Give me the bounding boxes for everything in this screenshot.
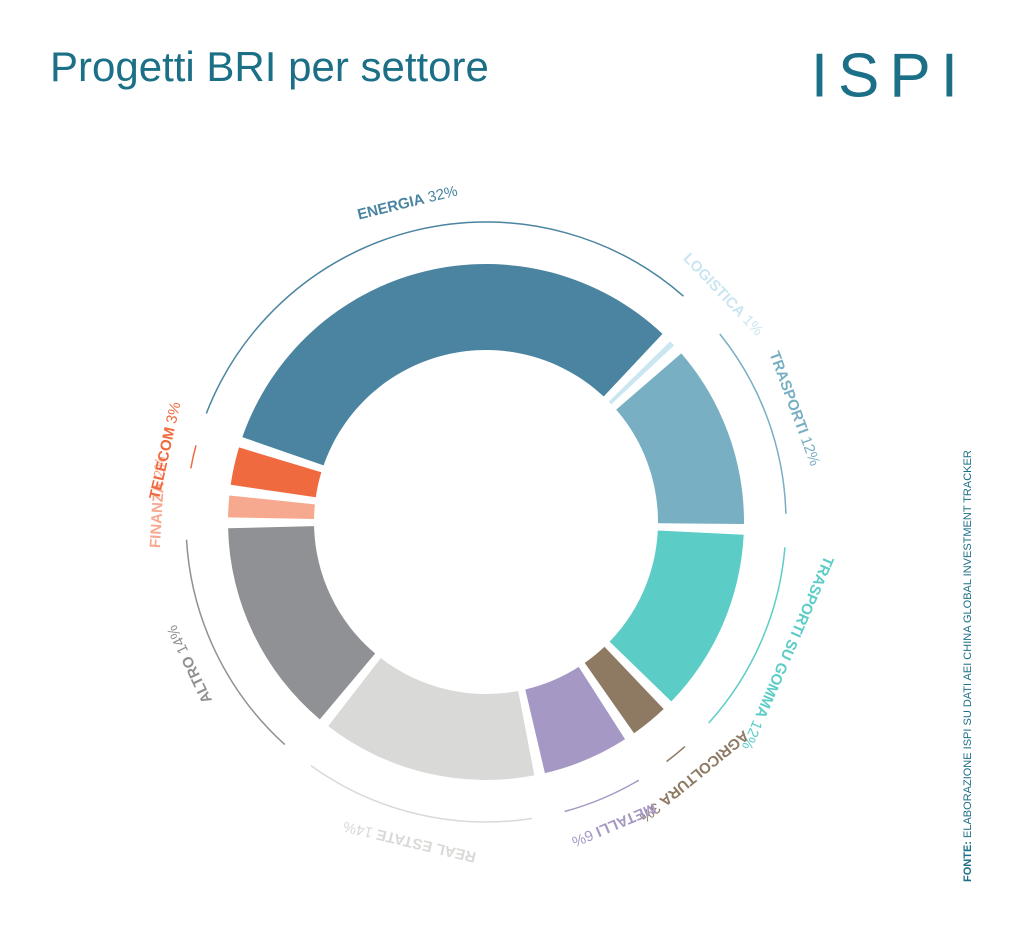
- value-label: 12%: [797, 434, 823, 468]
- slice: [230, 447, 322, 498]
- category-name: LOGISTICA: [680, 250, 749, 321]
- category-name: FINANZA: [147, 482, 168, 549]
- source: FONTE: ELABORAZIONE ISPI SU DATI AEI CHI…: [962, 450, 974, 882]
- category-name: TRASPORTI: [766, 349, 812, 436]
- label-bracket: [719, 333, 787, 514]
- slice-label: FINANZA 2%: [147, 456, 169, 549]
- category-name: ALTRO: [178, 653, 215, 706]
- logo: ISPI: [811, 41, 968, 110]
- category-name: ENERGIA: [356, 191, 427, 224]
- label-bracket: [185, 539, 286, 746]
- value-label: 32%: [426, 182, 459, 206]
- slice-label: ENERGIA 32%: [356, 182, 460, 223]
- value-label: 14%: [164, 622, 192, 656]
- slice-label: TRASPORTI 12%: [766, 349, 824, 468]
- slice: [616, 353, 744, 524]
- slice-label: TELECOM 3%: [146, 400, 184, 501]
- label-bracket: [564, 779, 640, 813]
- label-bracket: [666, 746, 686, 763]
- label-bracket: [310, 764, 533, 823]
- slice: [328, 658, 535, 780]
- slice-label: LOGISTICA 1%: [680, 250, 767, 339]
- slice-label: REAL ESTATE 14%: [342, 817, 478, 865]
- slice: [228, 495, 315, 519]
- value-label: 14%: [342, 817, 375, 841]
- label-bracket: [205, 221, 684, 414]
- value-label: 3%: [163, 400, 184, 425]
- category-name: REAL ESTATE: [375, 825, 478, 865]
- slice: [242, 263, 663, 466]
- label-bracket: [708, 547, 786, 724]
- slice: [525, 666, 626, 774]
- slice: [228, 526, 376, 720]
- slice-label: METALLI 6%: [569, 799, 658, 850]
- donut: ENERGIA 32%LOGISTICA 1%TRASPORTI 12%TRAS…: [146, 182, 837, 865]
- slice-label: TRASPORTI SU GOMMA 12%: [738, 553, 837, 752]
- slice: [608, 341, 675, 405]
- value-label: 1%: [739, 312, 766, 339]
- category-name: AGRICOLTURA: [656, 727, 752, 810]
- source-label: FONTE:: [962, 841, 974, 882]
- value-label: 6%: [569, 826, 596, 850]
- slice: [584, 646, 664, 734]
- category-name: TRASPORTI SU GOMMA: [752, 553, 837, 720]
- source-text: ELABORAZIONE ISPI SU DATI AEI CHINA GLOB…: [962, 450, 974, 838]
- chart-title: Progetti BRI per settore: [50, 43, 489, 90]
- slice: [609, 530, 744, 702]
- value-label: 2%: [151, 456, 169, 479]
- label-bracket: [190, 445, 197, 469]
- category-name: METALLI: [593, 799, 658, 840]
